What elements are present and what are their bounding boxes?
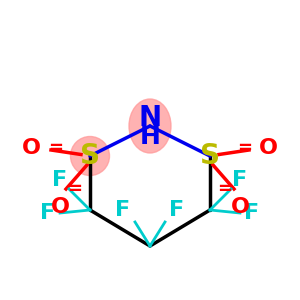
Text: O: O xyxy=(259,139,278,158)
Text: F: F xyxy=(232,170,247,190)
Text: O: O xyxy=(22,139,41,158)
Text: O: O xyxy=(50,197,70,217)
Ellipse shape xyxy=(70,136,110,176)
Text: F: F xyxy=(169,200,184,220)
Text: S: S xyxy=(200,142,220,170)
Text: =: = xyxy=(68,180,82,198)
Text: F: F xyxy=(52,170,68,190)
Ellipse shape xyxy=(129,99,171,153)
Text: N: N xyxy=(138,104,162,133)
Text: S: S xyxy=(80,142,100,170)
Text: =: = xyxy=(48,140,63,158)
Text: =: = xyxy=(237,140,252,158)
Text: F: F xyxy=(40,203,56,223)
Text: H: H xyxy=(140,124,160,148)
Text: F: F xyxy=(244,203,260,223)
Text: O: O xyxy=(230,197,250,217)
Text: =: = xyxy=(218,180,232,198)
Text: F: F xyxy=(116,200,130,220)
